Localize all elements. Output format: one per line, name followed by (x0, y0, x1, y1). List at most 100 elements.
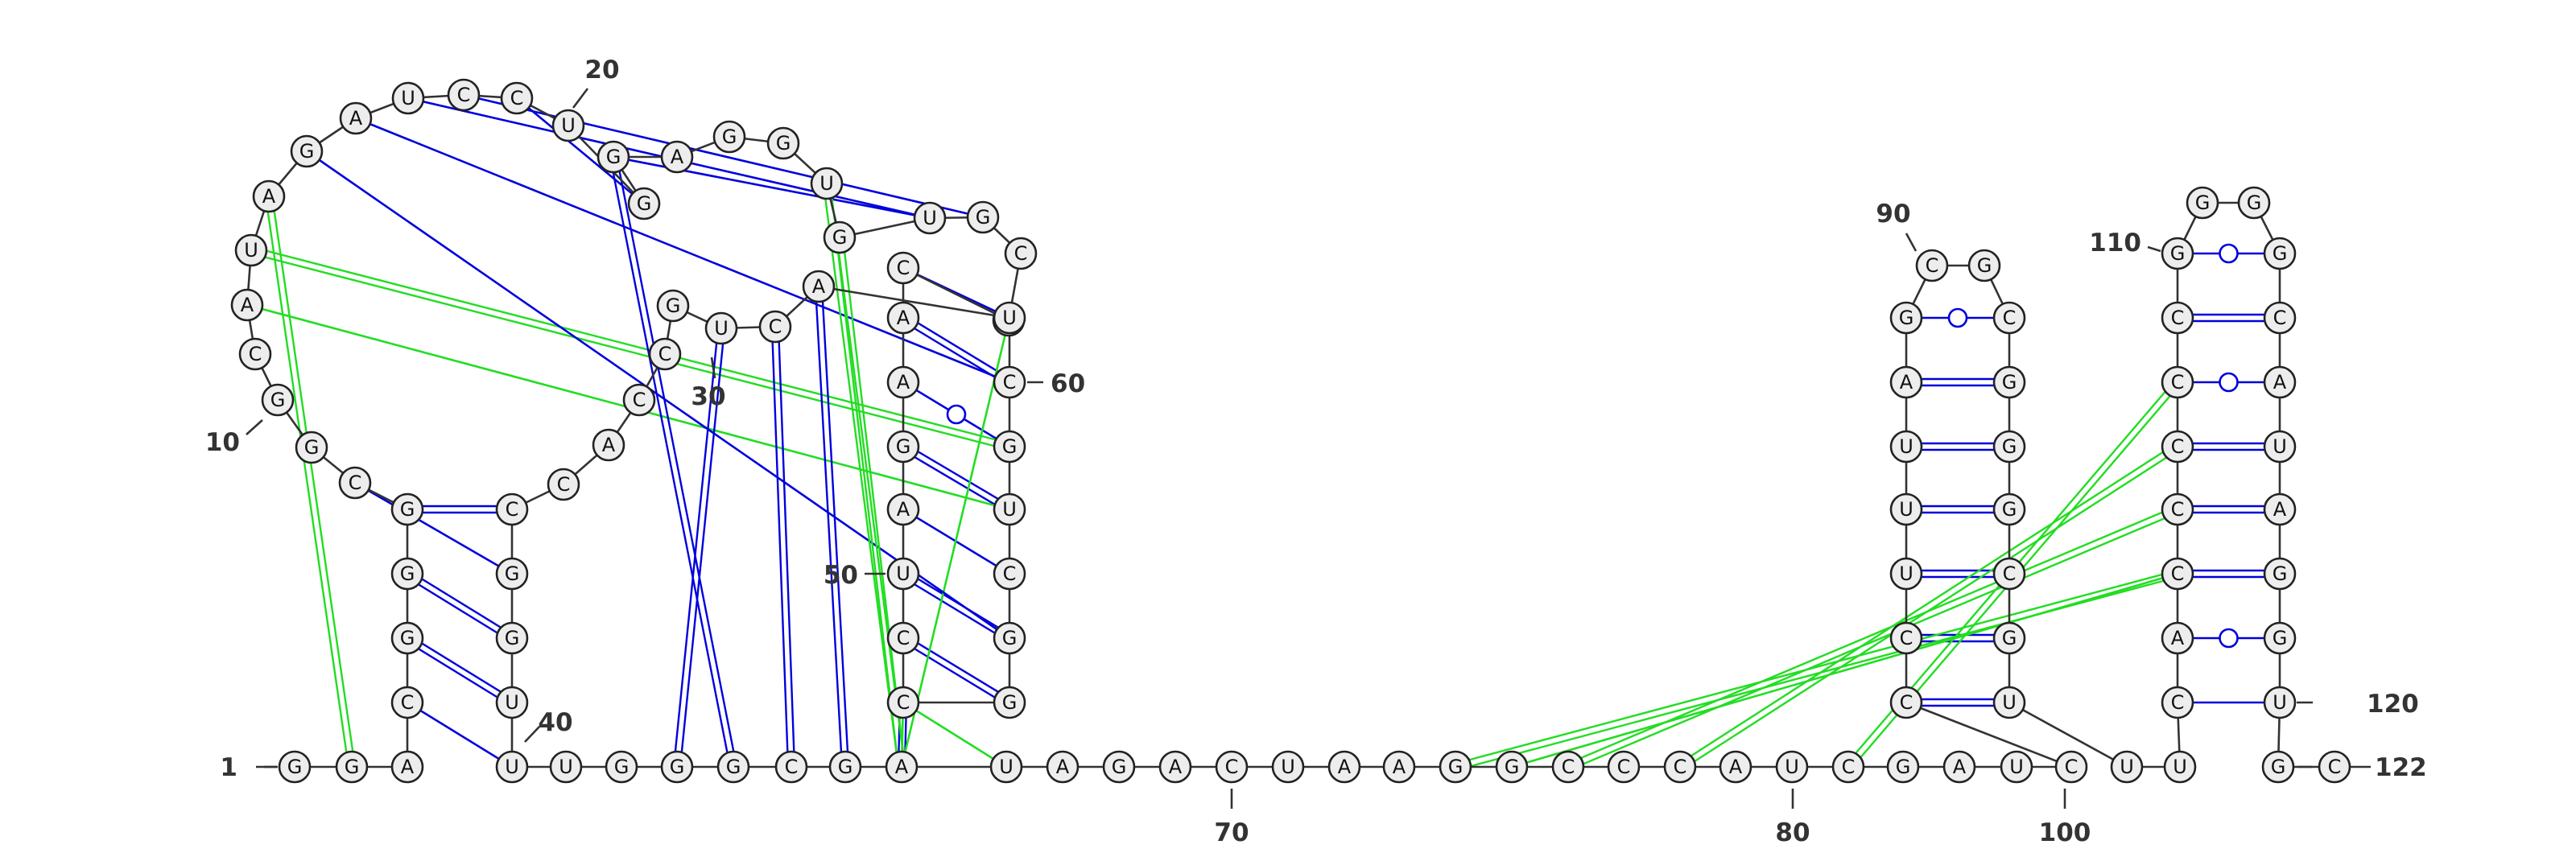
nucleotide-letter: A (897, 307, 910, 329)
nucleotide: U (495, 750, 529, 784)
canonical-base-pair (405, 575, 511, 642)
nucleotide-letter: A (2171, 627, 2185, 649)
nucleotide-circle (1889, 430, 1923, 464)
nucleotide-letter: A (349, 107, 363, 130)
nucleotide-letter: U (505, 691, 519, 714)
nucleotide-circle (1992, 557, 2026, 591)
nucleotide-letter: G (1899, 307, 1914, 329)
nucleotide-circle (1889, 686, 1923, 719)
nucleotide-letter: G (400, 562, 415, 585)
canonical-base-pair (820, 286, 850, 767)
pseudoknot-base-pair (900, 319, 1010, 768)
pseudoknot-base-pair (270, 196, 357, 767)
nucleotide: C (648, 337, 682, 371)
position-number: 110 (2089, 229, 2141, 258)
nucleotide: G (295, 431, 328, 464)
nucleotide-letter: C (1674, 756, 1687, 778)
nucleotide-circle (886, 301, 920, 335)
nucleotide: U (549, 750, 583, 784)
nucleotide-letter: G (832, 226, 848, 249)
nucleotide: C (1889, 621, 1923, 655)
nucleotide-letter: A (812, 275, 826, 298)
nucleotide-circle (2161, 686, 2194, 719)
nucleotide: A (1327, 750, 1361, 784)
nucleotide: C (2161, 557, 2194, 591)
nucleotide: G (1992, 492, 2026, 526)
nucleotide: A (1382, 750, 1416, 784)
nucleotide: A (1719, 750, 1752, 784)
nucleotide-letter: G (2273, 562, 2288, 585)
nucleotide-letter: C (1003, 371, 1017, 393)
nucleotide: C (495, 492, 529, 526)
nucleotide-letter: G (896, 435, 911, 458)
nucleotide-letter: U (2273, 435, 2287, 458)
nucleotide: C (547, 468, 580, 501)
nucleotide-circle (1551, 750, 1585, 784)
nucleotide-circle (966, 200, 1000, 234)
nucleotide: C (886, 251, 920, 285)
nucleotide-letter: C (2065, 756, 2079, 778)
nucleotide: A (1942, 750, 1976, 784)
nucleotide-circle (2263, 621, 2297, 655)
nucleotide: G (390, 557, 424, 591)
nucleotide-letter: G (400, 498, 415, 521)
nucleotide: G (278, 750, 312, 784)
nucleotide-circle (1992, 621, 2026, 655)
nucleotide-letter: A (2273, 371, 2287, 393)
number-tick (710, 356, 716, 379)
canonical-base-pair (672, 328, 720, 767)
position-number: 50 (824, 561, 858, 590)
nucleotide: G (966, 200, 1000, 234)
pseudoknot-base-pair (902, 701, 1007, 768)
nucleotide: A (886, 492, 920, 526)
nucleotide-letter: U (1899, 562, 1913, 585)
nucleotide-letter: A (1900, 371, 1913, 393)
nucleotide: U (1889, 492, 1923, 526)
pseudoknot-base-pair (1681, 448, 2180, 771)
nucleotide: C (238, 337, 272, 371)
nucleotide: G (766, 126, 800, 160)
nucleotide-letter: G (400, 627, 415, 649)
base-pair (354, 481, 513, 575)
nucleotide-circle (1439, 750, 1472, 784)
nucleotide-letter: U (244, 239, 258, 262)
nucleotide-letter: G (2002, 627, 2017, 649)
nucleotide-circle (290, 134, 324, 168)
nucleotide: G (1967, 249, 2001, 282)
nucleotide-circle (660, 750, 694, 784)
nucleotide-circle (495, 621, 529, 655)
nucleotide-circle (993, 301, 1026, 335)
nucleotide-letter: C (1562, 756, 1575, 778)
nucleotide: G (1992, 430, 2026, 464)
nucleotide-layer: G G A U U G G G C G A U A G A C U A A G G C C C A U C G A U C U U G CCGGGC… (230, 78, 2351, 784)
nucleotide-letter: C (1014, 242, 1028, 265)
nucleotide-letter: U (561, 114, 576, 137)
nucleotide: C (500, 81, 534, 115)
nucleotide-letter: G (670, 756, 685, 778)
nucleotide-letter: C (785, 756, 799, 778)
base-pair (463, 93, 984, 219)
nucleotide-circle (1889, 301, 1923, 335)
nucleotide-circle (885, 750, 919, 784)
nucleotide-letter: C (2273, 307, 2287, 329)
nucleotide-letter: C (401, 691, 415, 714)
nucleotide: C (2161, 365, 2194, 399)
canonical-base-pair (679, 328, 726, 768)
nucleotide: U (1889, 430, 1923, 464)
nucleotide-circle (447, 78, 481, 112)
nucleotide-letter: U (1899, 498, 1913, 521)
nucleotide: G (495, 621, 529, 655)
nucleotide: G (1992, 365, 2026, 399)
nucleotide-circle (2161, 492, 2194, 526)
backbone-layer (246, 93, 2371, 768)
nucleotide: G (716, 750, 750, 784)
wobble-marker (1947, 307, 1968, 328)
nucleotide-circle (2263, 686, 2297, 719)
nucleotide: G (290, 134, 324, 168)
nucleotide: C (1551, 750, 1585, 784)
nucleotide-letter: U (2173, 756, 2187, 778)
canonical-base-pair (408, 634, 514, 701)
nucleotide-letter: C (1003, 562, 1017, 585)
nucleotide: G (261, 383, 295, 417)
canonical-base-pair (770, 327, 790, 768)
